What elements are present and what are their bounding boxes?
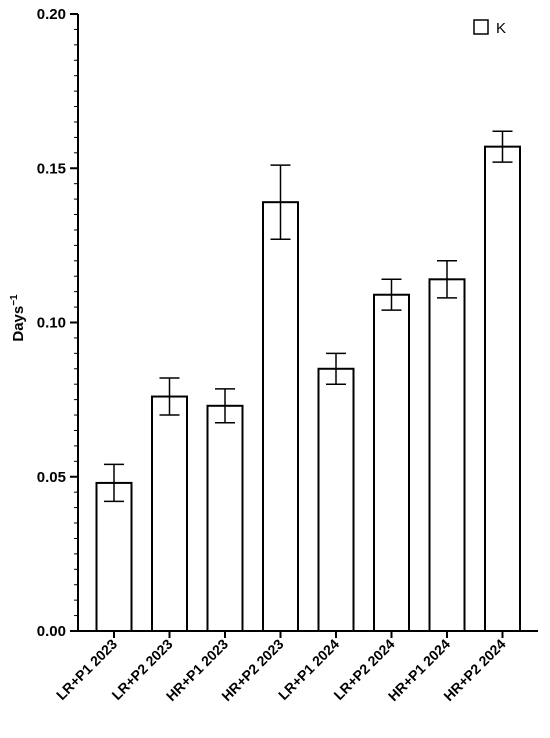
bar <box>95 481 133 633</box>
legend: K <box>473 19 506 37</box>
y-tick-label: 0.15 <box>37 160 66 177</box>
y-tick-label: 0.00 <box>37 623 66 640</box>
legend-swatch <box>473 19 489 35</box>
bar <box>428 278 466 632</box>
y-tick-label: 0.05 <box>37 469 66 486</box>
y-axis-title-text: Days <box>10 306 27 342</box>
y-axis-title: Days−1 <box>9 294 27 342</box>
bar <box>484 145 521 632</box>
y-tick-label: 0.20 <box>37 6 66 23</box>
bar <box>151 395 188 633</box>
y-axis: 0.00 0.05 0.10 0.15 0.20 <box>37 6 79 640</box>
y-tick-label: 0.10 <box>37 315 66 332</box>
legend-label: K <box>496 20 506 37</box>
bar <box>262 201 299 632</box>
bar <box>206 404 244 633</box>
error-bars <box>104 130 513 503</box>
y-axis-title-superscript: −1 <box>9 294 20 306</box>
bar <box>317 367 355 632</box>
bars <box>95 145 521 633</box>
bar <box>373 293 410 632</box>
